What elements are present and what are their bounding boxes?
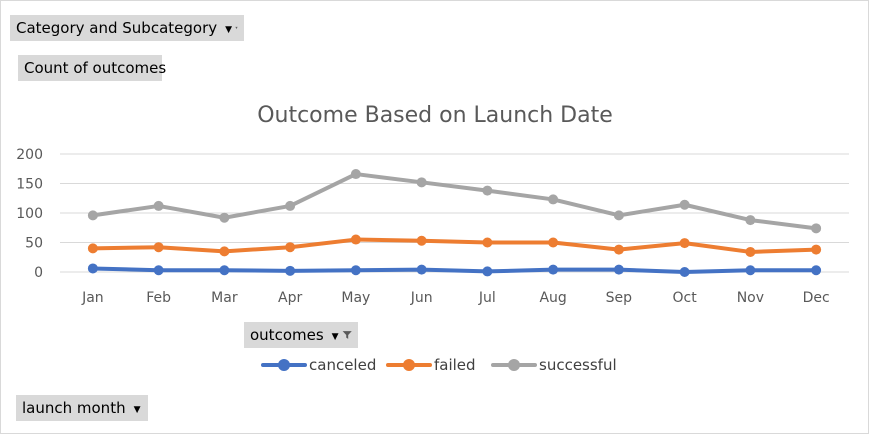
data-point-successful [285, 200, 296, 211]
data-point-failed [416, 235, 427, 246]
axis-field-label: launch month [22, 399, 126, 417]
data-point-successful [219, 212, 230, 223]
chevron-down-icon: ▼ [133, 405, 141, 415]
data-point-failed [679, 238, 690, 249]
data-point-failed [87, 243, 98, 254]
x-tick-label: Jul [478, 290, 496, 306]
data-point-successful [745, 215, 756, 226]
legend-label-canceled: canceled [309, 356, 376, 374]
filter-icon [342, 331, 352, 339]
legend-field-filter-button[interactable]: outcomes ▼ [244, 322, 358, 348]
data-point-canceled [679, 267, 690, 277]
values-field-label: Count of outcomes [24, 59, 167, 77]
x-axis-ticks: Jan Feb Mar Apr May Jun Jul Aug Sep Oct Nov Dec [81, 290, 830, 306]
data-point-canceled [416, 264, 427, 275]
data-point-successful [613, 210, 624, 221]
data-point-canceled [153, 265, 164, 276]
x-tick-label: Jan [81, 290, 104, 306]
data-point-failed [811, 244, 822, 255]
x-tick-label: Sep [606, 290, 633, 306]
x-tick-label: Oct [673, 290, 698, 306]
series-line-canceled [90, 266, 819, 274]
data-point-failed [548, 237, 559, 248]
x-tick-label: Feb [146, 290, 171, 306]
data-point-failed [745, 246, 756, 257]
data-point-canceled [285, 265, 296, 276]
category-filter-button[interactable]: Category and Subcategory ▼ [10, 15, 244, 41]
data-point-failed [219, 246, 230, 257]
data-point-canceled [548, 264, 559, 275]
data-point-canceled [613, 264, 624, 275]
y-axis-ticks: 0 50 100 150 200 [16, 147, 43, 281]
data-point-canceled [482, 266, 493, 277]
y-tick-label: 150 [16, 177, 43, 193]
x-tick-label: May [341, 290, 370, 306]
data-point-failed [350, 234, 361, 245]
data-point-successful [416, 177, 427, 188]
data-point-canceled [219, 265, 230, 276]
y-tick-label: 50 [25, 236, 43, 252]
x-tick-label: Mar [211, 290, 238, 306]
x-tick-label: Aug [539, 290, 566, 306]
data-point-canceled [87, 263, 98, 274]
data-point-canceled [350, 265, 361, 276]
legend: canceled failed successful [261, 356, 617, 374]
filter-icon [235, 26, 238, 30]
series-lines [87, 169, 822, 277]
data-point-failed [285, 242, 296, 253]
y-tick-label: 0 [34, 265, 43, 281]
x-tick-label: Jun [410, 290, 433, 306]
values-field-button[interactable]: Count of outcomes [18, 55, 166, 81]
data-point-failed [482, 237, 493, 248]
data-point-successful [153, 200, 164, 211]
legend-label-failed: failed [434, 356, 476, 374]
data-point-successful [482, 185, 493, 196]
data-point-failed [153, 242, 164, 253]
data-point-successful [679, 199, 690, 210]
category-filter-label: Category and Subcategory [16, 19, 218, 37]
chevron-down-icon: ▼ [331, 332, 339, 342]
legend-field-label: outcomes [250, 326, 324, 344]
x-tick-label: Dec [803, 290, 830, 306]
data-point-canceled [811, 265, 822, 276]
data-point-successful [548, 194, 559, 205]
legend-label-successful: successful [539, 356, 617, 374]
x-tick-label: Apr [278, 290, 302, 306]
data-point-successful [350, 169, 361, 180]
legend-marker-successful [508, 359, 520, 371]
gridlines [60, 153, 849, 273]
data-point-failed [613, 244, 624, 255]
series-line-failed [90, 237, 819, 254]
y-tick-label: 100 [16, 206, 43, 222]
data-point-canceled [745, 265, 756, 276]
data-point-successful [811, 223, 822, 234]
data-point-successful [87, 210, 98, 221]
y-tick-label: 200 [16, 147, 43, 163]
axis-field-filter-button[interactable]: launch month ▼ [16, 395, 148, 421]
legend-marker-canceled [278, 359, 290, 371]
legend-marker-failed [403, 359, 415, 371]
series-line-successful [90, 172, 819, 231]
x-tick-label: Nov [737, 290, 764, 306]
chart-title: Outcome Based on Launch Date [257, 103, 613, 128]
chevron-down-icon: ▼ [225, 25, 233, 35]
